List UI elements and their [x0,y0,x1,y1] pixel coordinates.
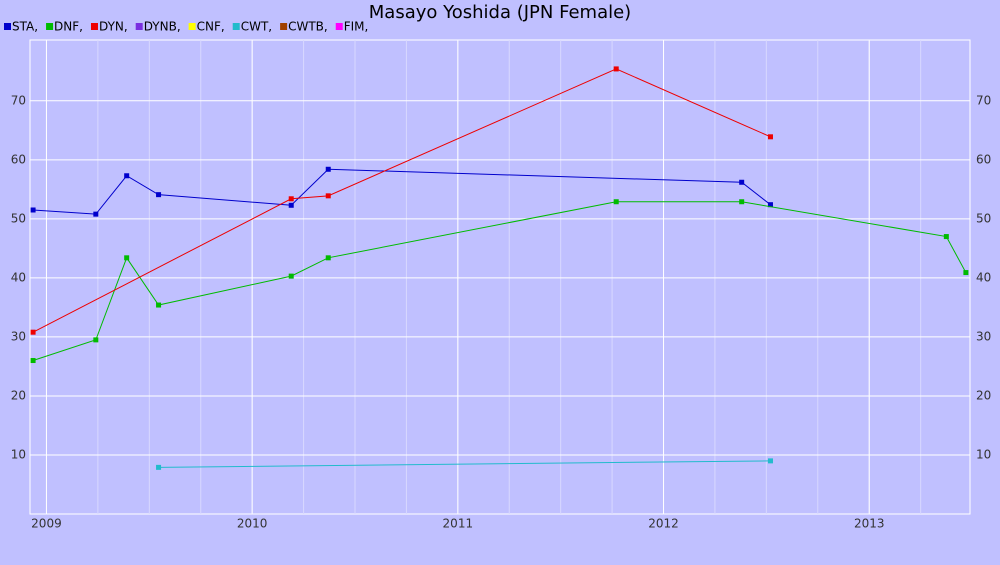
point [93,337,99,343]
point [124,173,130,179]
legend-label: DYN, [99,20,128,34]
point [613,66,619,72]
y-tick-label: 10 [11,447,26,461]
point [739,199,745,205]
y-tick-label: 70 [11,93,26,107]
x-tick-label: 2012 [648,517,679,531]
x-tick-label: 2010 [237,517,268,531]
legend-swatch [4,23,11,30]
y-tick-label: 30 [11,329,26,343]
y2-tick-label: 20 [976,388,991,402]
legend-swatch [135,23,143,30]
legend-swatch [232,23,240,30]
legend-swatch [46,23,54,30]
point [325,193,331,199]
point [93,211,99,217]
point [963,270,969,276]
point [767,134,773,140]
y2-tick-label: 30 [976,329,991,343]
x-tick-label: 2011 [443,517,474,531]
legend-label: STA, [12,20,38,34]
y-tick-label: 60 [11,152,26,166]
point [156,302,162,308]
point [156,464,162,470]
y2-tick-label: 10 [976,447,991,461]
legend-label: DYNB, [144,20,181,34]
point [288,273,294,279]
x-tick-label: 2009 [31,517,62,531]
legend-label: CNF, [197,20,225,34]
point [288,202,294,208]
y-tick-label: 50 [11,211,26,225]
plot-area [29,39,971,515]
point [30,358,36,364]
legend-swatch [188,23,196,30]
series-line [32,201,967,362]
y2-tick-label: 50 [976,211,991,225]
y2-tick-label: 40 [976,270,991,284]
series-line [33,168,771,215]
y2-tick-label: 60 [976,152,991,166]
point [767,202,773,208]
legend-swatch [335,23,343,30]
point [325,255,331,261]
y2-tick-label: 70 [976,93,991,107]
point [613,199,619,205]
series-line [158,460,771,468]
point [739,179,745,185]
point [124,255,130,261]
point [288,196,294,202]
x-tick-label: 2013 [854,517,885,531]
legend-label: CWT, [241,20,272,34]
y-tick-label: 40 [11,270,26,284]
point [325,166,331,172]
point [767,458,773,464]
legend-swatch [280,23,288,30]
point [156,192,162,198]
point [30,329,36,335]
y-tick-label: 20 [11,388,26,402]
point [943,234,949,240]
point [30,207,36,213]
legend-label: CWTB, [288,20,328,34]
chart-title: Masayo Yoshida (JPN Female) [369,2,631,23]
legend-label: DNF, [54,20,83,34]
legend-label: FIM, [344,20,369,34]
legend-swatch [90,23,98,30]
